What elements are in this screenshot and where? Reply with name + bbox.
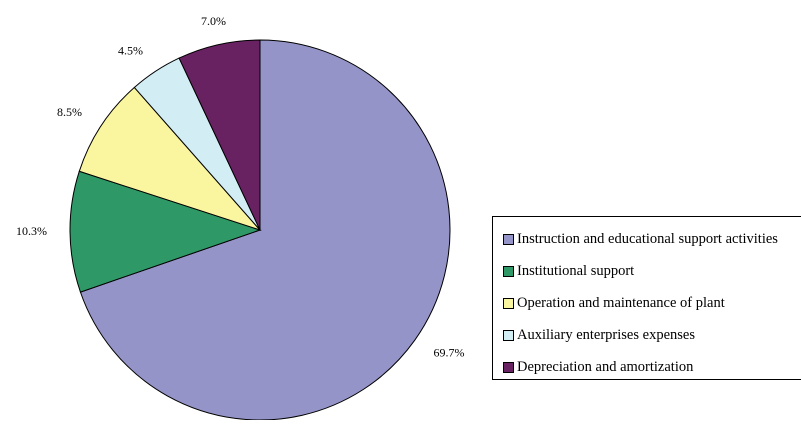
slice-value-label: 10.3% [16,224,47,238]
pie-slice [69,170,262,293]
legend-label: Depreciation and amortization [517,358,694,375]
legend-swatch [503,265,514,277]
legend-label: Operation and maintenance of plant [517,294,725,311]
legend-label: Auxiliary enterprises expenses [517,326,695,343]
legend-swatch [503,297,514,309]
legend-label: Institutional support [517,262,635,279]
legend-label: Instruction and educational support acti… [517,230,778,247]
legend-swatch [503,233,514,245]
slice-value-label: 8.5% [57,105,82,119]
pie-slice [178,39,261,231]
legend-item: Institutional support [503,255,801,287]
legend-swatch [503,361,514,373]
legend-item: Instruction and educational support acti… [503,223,801,255]
legend-item: Auxiliary enterprises expenses [503,319,801,351]
pie-slice [78,86,262,232]
slice-value-label: 7.0% [201,14,226,28]
chart-legend: Instruction and educational support acti… [492,216,801,380]
legend-swatch [503,329,514,341]
slice-value-label: 4.5% [118,44,143,58]
pie-slice [79,39,451,421]
slice-value-label: 69.7% [433,345,464,359]
legend-item: Operation and maintenance of plant [503,287,801,319]
legend-item: Depreciation and amortization [503,351,801,383]
